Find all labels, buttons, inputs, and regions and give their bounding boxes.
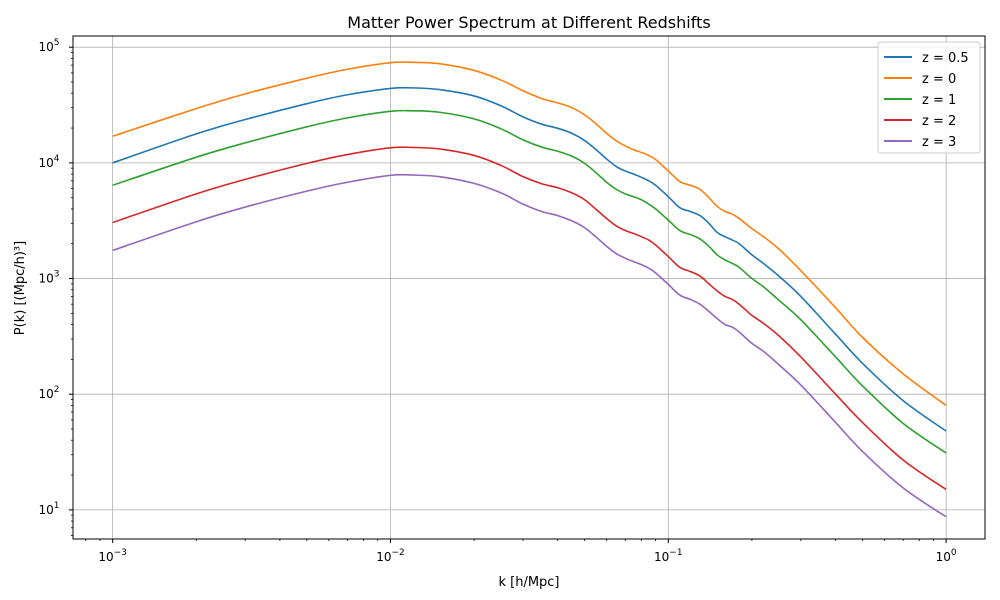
x-tick-label: 100 — [936, 548, 957, 564]
legend-label: z = 3 — [922, 135, 956, 150]
series-line-2 — [112, 109, 947, 454]
legend-box — [877, 41, 981, 154]
legend: z = 0.5 z = 0 z = 1 z = 2 z = 3 — [877, 41, 981, 154]
grid-lines — [73, 36, 985, 539]
y-axis-label: P(k) [(Mpc/h)³] — [13, 241, 28, 335]
series-lines — [112, 61, 947, 518]
chart-title: Matter Power Spectrum at Different Redsh… — [347, 13, 710, 32]
legend-label: z = 0 — [922, 72, 956, 87]
series-line-3 — [112, 146, 947, 491]
y-tick-label: 102 — [38, 385, 59, 401]
x-axis-label: k [h/Mpc] — [498, 575, 559, 590]
plot-frame — [72, 35, 986, 540]
x-tick-label: 10−3 — [98, 548, 127, 564]
y-tick-label: 104 — [38, 154, 59, 170]
legend-label: z = 1 — [922, 93, 956, 108]
legend-label: z = 0.5 — [922, 51, 969, 66]
y-tick-label: 101 — [38, 501, 59, 517]
series-line-0 — [112, 86, 947, 432]
series-line-4 — [112, 173, 947, 518]
y-tick-label: 105 — [38, 38, 59, 54]
axis-ticks: 10−3 10−2 10−1 100 101 102 103 104 105 — [38, 38, 956, 564]
legend-label: z = 2 — [922, 114, 956, 129]
series-line-1 — [112, 61, 947, 407]
x-tick-label: 10−1 — [654, 548, 683, 564]
x-tick-label: 10−2 — [376, 548, 405, 564]
y-tick-label: 103 — [38, 270, 59, 286]
